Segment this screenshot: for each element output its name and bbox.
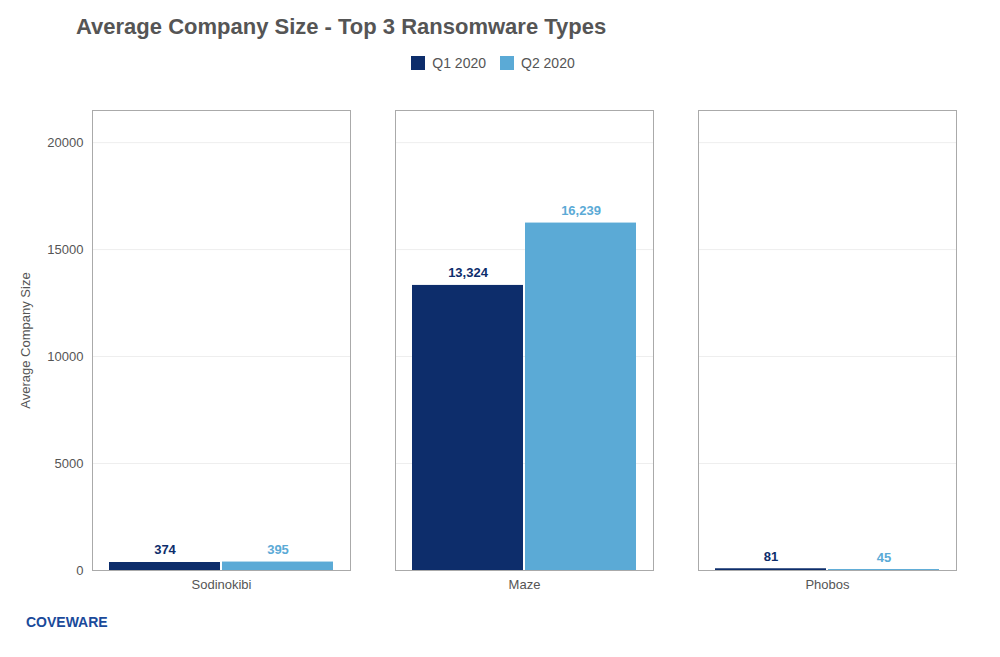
svg-text:20000: 20000 (47, 135, 83, 150)
svg-text:5000: 5000 (55, 456, 84, 471)
svg-text:81: 81 (764, 549, 778, 564)
svg-text:13,324: 13,324 (448, 265, 489, 280)
html-text:Q1 2020: Q1 2020 (432, 54, 486, 71)
html-text:Q2 2020: Q2 2020 (521, 54, 575, 71)
svg-text:45: 45 (877, 550, 891, 565)
html-text:COVEWARE: COVEWARE (26, 614, 108, 630)
svg-text:Average Company Size: Average Company Size (18, 272, 33, 408)
svg-text:374: 374 (154, 542, 176, 557)
svg-text:Phobos: Phobos (805, 577, 850, 592)
svg-text:0: 0 (76, 563, 83, 578)
svg-text:Maze: Maze (509, 577, 541, 592)
html-text:Average Company Size - Top 3 R: Average Company Size - Top 3 Ransomware … (76, 14, 607, 39)
svg-text:Sodinokibi: Sodinokibi (192, 577, 252, 592)
svg-text:15000: 15000 (47, 242, 83, 257)
svg-text:16,239: 16,239 (561, 203, 601, 218)
svg-text:395: 395 (267, 542, 289, 557)
svg-text:10000: 10000 (47, 349, 83, 364)
